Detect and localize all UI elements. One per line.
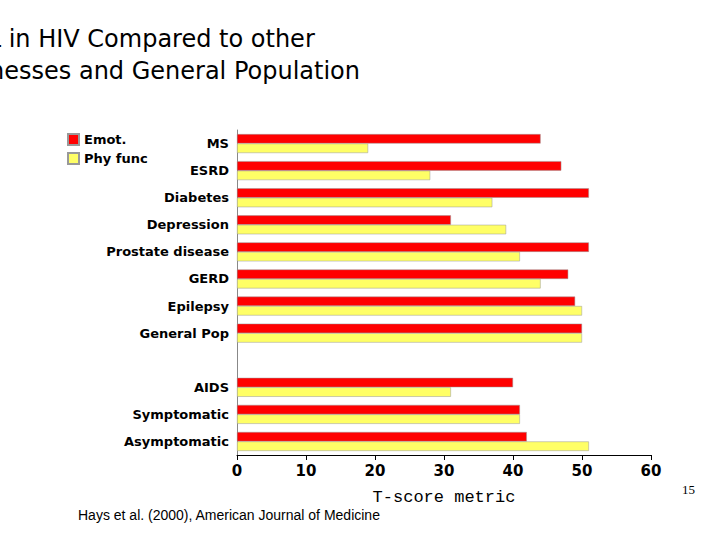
svg-text:Chronic Illnesses and General: Chronic Illnesses and General Population: [0, 57, 360, 85]
svg-text:60: 60: [641, 462, 662, 480]
svg-text:30: 30: [434, 462, 455, 480]
svg-text:20: 20: [365, 462, 386, 480]
svg-text:40: 40: [503, 462, 524, 480]
svg-text:Prostate disease: Prostate disease: [106, 244, 229, 259]
svg-text:Hays et al. (2000), American J: Hays et al. (2000), American Journal of …: [78, 507, 380, 523]
svg-text:Depression: Depression: [147, 217, 229, 232]
svg-text:Phy func: Phy func: [84, 151, 148, 166]
svg-text:ESRD: ESRD: [190, 163, 229, 178]
svg-text:AIDS: AIDS: [194, 380, 229, 395]
svg-text:10: 10: [296, 462, 317, 480]
svg-text:T-score metric: T-score metric: [373, 488, 516, 507]
svg-text:HRQOL in HIV Compared to other: HRQOL in HIV Compared to other: [0, 25, 315, 53]
svg-text:Emot.: Emot.: [84, 132, 127, 147]
svg-text:Asymptomatic: Asymptomatic: [124, 434, 229, 449]
svg-text:Symptomatic: Symptomatic: [132, 407, 229, 422]
svg-text:50: 50: [572, 462, 593, 480]
svg-text:Epilepsy: Epilepsy: [168, 299, 230, 314]
svg-text:Diabetes: Diabetes: [164, 190, 229, 205]
svg-text:15: 15: [682, 482, 695, 497]
svg-text:General Pop: General Pop: [140, 326, 230, 341]
svg-text:GERD: GERD: [189, 271, 230, 286]
svg-text:0: 0: [232, 462, 242, 480]
svg-text:MS: MS: [207, 136, 229, 151]
